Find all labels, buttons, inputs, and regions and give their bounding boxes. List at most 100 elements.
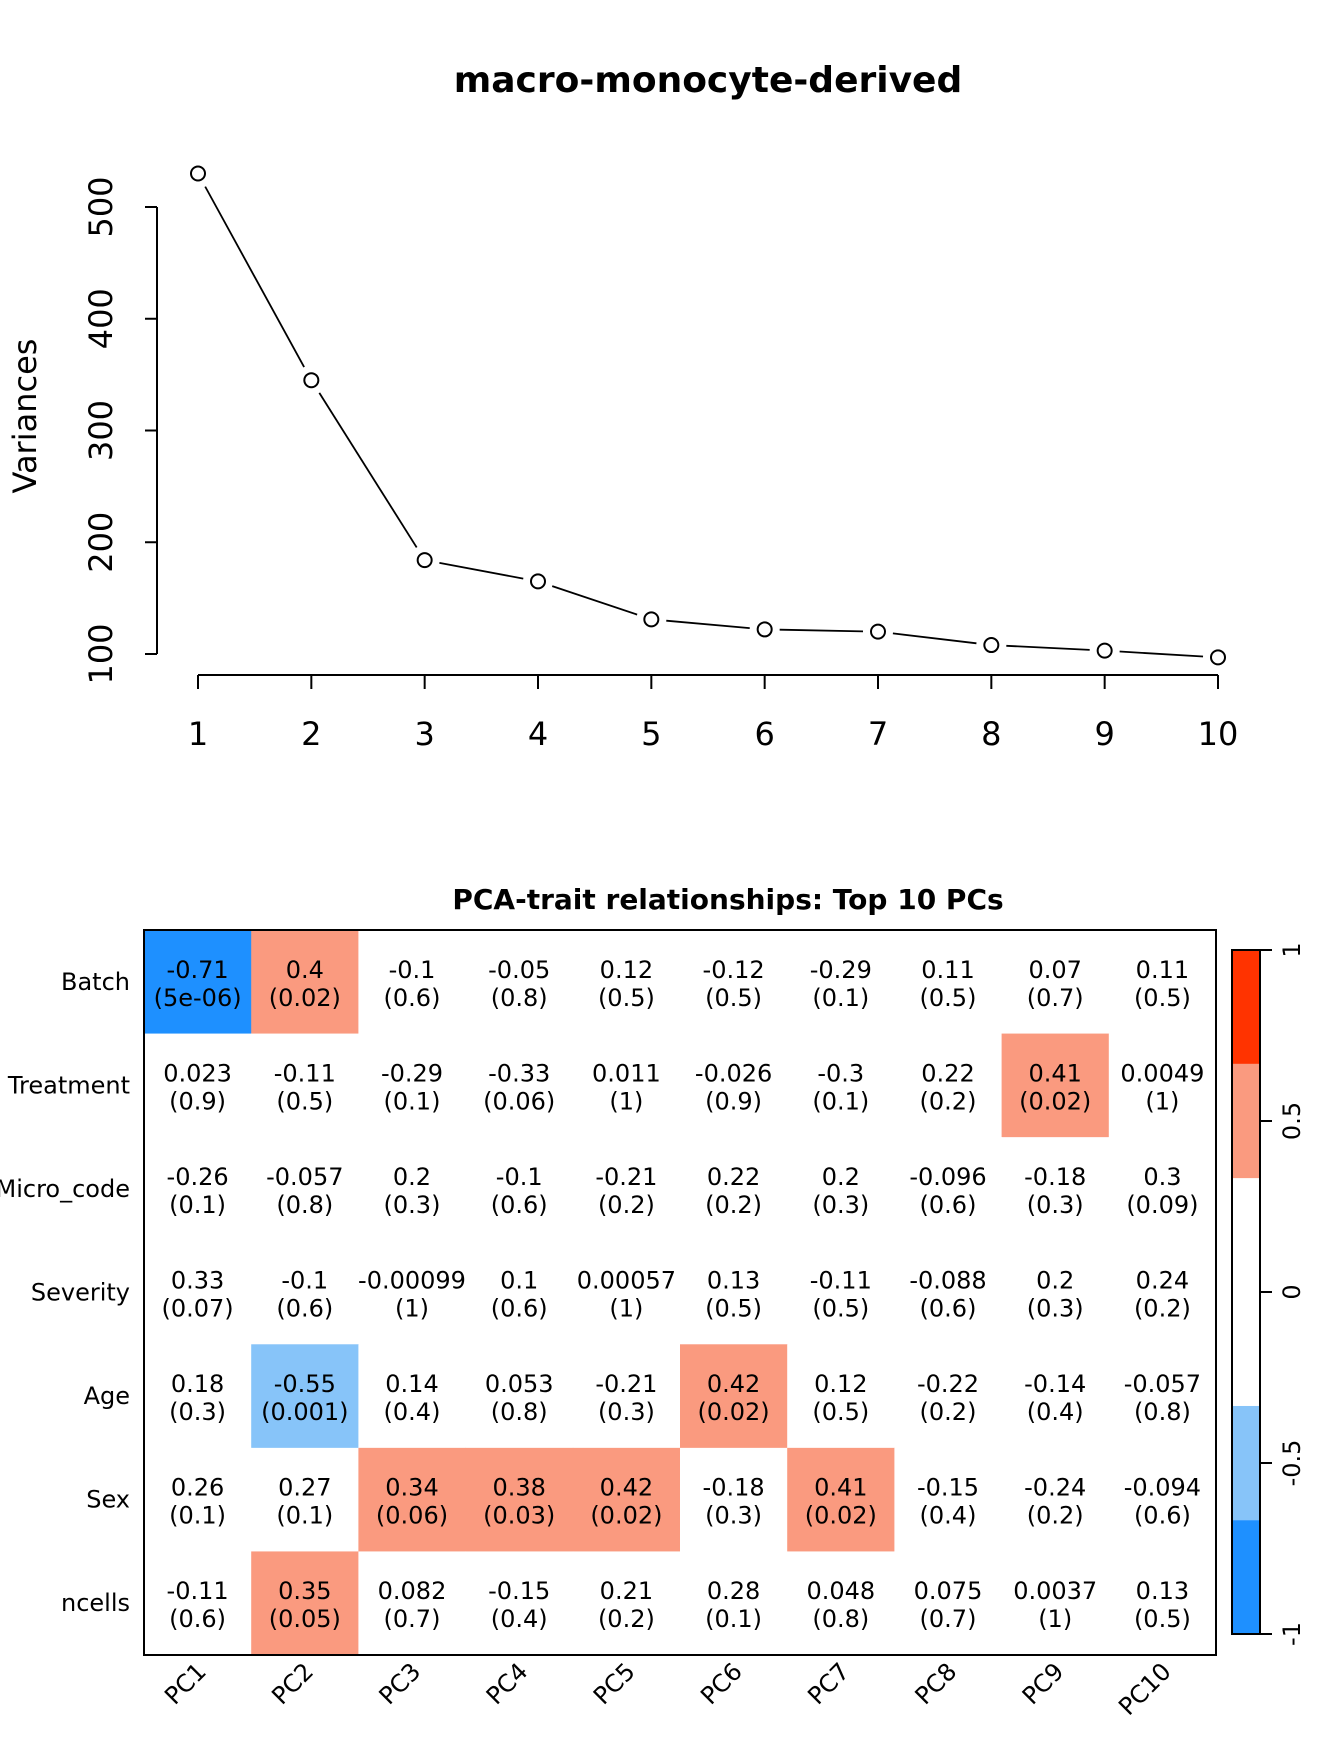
heatmap-cell-pvalue: (0.05) <box>269 1605 341 1633</box>
heatmap-cell-pvalue: (0.8) <box>1134 1398 1191 1426</box>
heatmap-cell-value: 0.00057 <box>577 1267 676 1295</box>
heatmap-cell-value: 0.048 <box>806 1577 875 1605</box>
heatmap-cell-pvalue: (0.06) <box>376 1502 448 1530</box>
heatmap-cell-value: -0.22 <box>917 1370 979 1398</box>
heatmap-cell-fill <box>787 930 895 1035</box>
heatmap-row-labels: Batch Treatment Micro_code Severity Age Sex nc… <box>0 968 130 1617</box>
heatmap-cell-fill <box>1108 1551 1217 1656</box>
heatmap-column-label: PC8 <box>910 1657 963 1710</box>
heatmap-cell-value: -0.094 <box>1124 1474 1201 1502</box>
heatmap-cell-pvalue: (0.06) <box>483 1087 555 1115</box>
heatmap-cell-fill <box>144 1240 252 1345</box>
heatmap-cell: 0.2(0.3) <box>787 1137 895 1242</box>
heatmap-cell-fill <box>251 1240 359 1345</box>
heatmap-cell: 0.33(0.07) <box>144 1240 252 1345</box>
heatmap-cell-fill <box>358 1033 467 1138</box>
heatmap-cell-value: 0.42 <box>707 1370 760 1398</box>
heatmap-cell-value: 0.35 <box>278 1577 331 1605</box>
heatmap-cell-pvalue: (0.3) <box>169 1398 226 1426</box>
scree-x-tick-label: 2 <box>301 715 321 753</box>
heatmap-cell-fill <box>680 1033 788 1138</box>
heatmap-cell-fill <box>894 1447 1003 1552</box>
scree-x-tick-label: 9 <box>1094 715 1114 753</box>
heatmap-cell: 0.35(0.05) <box>251 1551 359 1656</box>
heatmap-cell-value: 0.22 <box>707 1163 760 1191</box>
heatmap-cell-pvalue: (0.8) <box>276 1191 333 1219</box>
heatmap-row-label: Batch <box>61 968 130 996</box>
heatmap-cell-value: -0.3 <box>817 1059 864 1087</box>
heatmap-cell: -0.26(0.1) <box>144 1137 252 1242</box>
heatmap-cell: -0.12(0.5) <box>680 930 788 1035</box>
heatmap-cell-fill <box>465 1344 574 1449</box>
scree-x-tick-label: 4 <box>528 715 548 753</box>
heatmap-cell-fill <box>144 1447 252 1552</box>
heatmap-cell: 0.26(0.1) <box>144 1447 252 1552</box>
heatmap-cell-pvalue: (0.1) <box>276 1502 333 1530</box>
scree-x-tick-label: 7 <box>868 715 888 753</box>
scree-points <box>190 165 1226 666</box>
heatmap-cell-fill <box>358 1240 467 1345</box>
heatmap-cell-value: -0.71 <box>167 956 229 984</box>
heatmap-cell-value: -0.29 <box>810 956 872 984</box>
heatmap-cell-fill <box>572 1551 681 1656</box>
heatmap-cells: -0.71(5e-06)0.4(0.02)-0.1(0.6)-0.05(0.8)… <box>144 930 1217 1656</box>
heatmap-cell-pvalue: (0.5) <box>1134 1605 1191 1633</box>
heatmap-cell: 0.41(0.02) <box>1001 1033 1110 1138</box>
heatmap-cell-pvalue: (1) <box>395 1295 429 1323</box>
scree-line-segment <box>779 628 864 633</box>
heatmap-cell-fill <box>1001 1240 1110 1345</box>
heatmap-cell-pvalue: (0.3) <box>1027 1295 1084 1323</box>
heatmap-cell-value: 0.2 <box>822 1163 860 1191</box>
heatmap-cell: 0.14(0.4) <box>358 1344 467 1449</box>
heatmap-cell-pvalue: (0.2) <box>1134 1295 1191 1323</box>
heatmap-cell-value: 0.11 <box>921 956 974 984</box>
heatmap-cell: -0.094(0.6) <box>1108 1447 1217 1552</box>
colorbar-tick-label: 1 <box>1278 942 1306 957</box>
heatmap-cell: -0.24(0.2) <box>1001 1447 1110 1552</box>
heatmap-cell: -0.18(0.3) <box>680 1447 788 1552</box>
scree-ylabel: Variances <box>6 339 44 494</box>
heatmap-cell-value: -0.26 <box>167 1163 229 1191</box>
heatmap-cell-fill <box>358 1137 467 1242</box>
heatmap-row-label: Sex <box>86 1486 130 1514</box>
heatmap-cell-fill <box>465 1240 574 1345</box>
heatmap-cell: 0.21(0.2) <box>572 1551 681 1656</box>
heatmap-cell-value: 0.27 <box>278 1474 331 1502</box>
heatmap-cell-fill <box>251 1551 359 1656</box>
heatmap-cell-value: -0.33 <box>488 1059 550 1087</box>
scree-x-ticks: 1 2 3 4 5 6 7 8 9 10 <box>188 675 1238 753</box>
heatmap-cell-fill <box>894 1344 1003 1449</box>
heatmap-cell-value: -0.096 <box>909 1163 986 1191</box>
heatmap-cell-value: 0.11 <box>1136 956 1189 984</box>
heatmap-cell-pvalue: (0.2) <box>598 1191 655 1219</box>
heatmap-cell-fill <box>680 1137 788 1242</box>
scree-point <box>756 621 773 638</box>
heatmap-cell-value: 0.053 <box>485 1370 554 1398</box>
heatmap-cell-value: -0.11 <box>167 1577 229 1605</box>
heatmap-cell: -0.33(0.06) <box>465 1033 574 1138</box>
heatmap-cell-fill <box>144 1551 252 1656</box>
heatmap-cell: 0.053(0.8) <box>465 1344 574 1449</box>
heatmap-cell-value: 0.023 <box>163 1059 232 1087</box>
heatmap-cell-fill <box>680 1447 788 1552</box>
heatmap-cell-fill <box>251 1033 359 1138</box>
scree-line-segment <box>1006 644 1090 651</box>
heatmap-cell-value: -0.15 <box>488 1577 550 1605</box>
heatmap-column-label: PC1 <box>159 1657 212 1710</box>
heatmap-cell-pvalue: (0.02) <box>269 984 341 1012</box>
heatmap-cell: 0.22(0.2) <box>894 1033 1003 1138</box>
heatmap-cell-value: -0.18 <box>1024 1163 1086 1191</box>
heatmap-cell-fill <box>358 1447 467 1552</box>
heatmap-cell-fill <box>1001 930 1110 1035</box>
heatmap-cell-pvalue: (0.6) <box>276 1295 333 1323</box>
heatmap-cell-pvalue: (0.4) <box>1027 1398 1084 1426</box>
heatmap-cell-value: 0.0049 <box>1120 1059 1204 1087</box>
heatmap-cell-pvalue: (0.2) <box>598 1605 655 1633</box>
heatmap-cell: -0.29(0.1) <box>787 930 895 1035</box>
heatmap-cell-value: -0.1 <box>281 1267 328 1295</box>
heatmap-cell-fill <box>787 1344 895 1449</box>
heatmap-cell-pvalue: (0.02) <box>698 1398 770 1426</box>
heatmap-cell-fill <box>144 1033 252 1138</box>
colorbar: -1 -0.5 0 0.5 1 <box>1231 942 1306 1646</box>
